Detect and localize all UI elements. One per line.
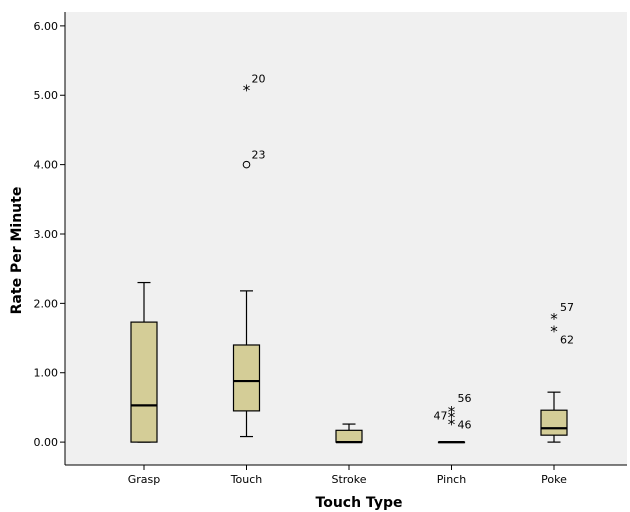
box-body — [540, 409, 568, 436]
box-grasp — [130, 281, 158, 443]
x-axis-title: Touch Type — [316, 495, 403, 511]
outlier-label: 20 — [252, 72, 266, 85]
outlier-star: * — [448, 416, 456, 434]
outlier-star: * — [448, 409, 456, 427]
y-tick-label: 2.00 — [34, 297, 59, 310]
box-body — [335, 429, 363, 443]
y-tick-label: 6.00 — [34, 20, 59, 33]
box-touch — [232, 290, 261, 438]
y-axis: 0.00 1.00 2.00 3.00 4.00 5.00 6.00 — [34, 12, 66, 465]
x-tick-label: Touch — [230, 473, 263, 486]
y-tick-label: 0.00 — [34, 436, 59, 449]
x-tick-label: Poke — [541, 473, 567, 486]
y-axis-title: Rate Per Minute — [9, 187, 25, 315]
outlier-star: * — [448, 403, 456, 421]
boxes — [130, 281, 568, 444]
x-axis: Grasp Touch Stroke Pinch Poke — [65, 464, 627, 486]
box-body — [130, 321, 158, 443]
y-tick-label: 1.00 — [34, 367, 59, 380]
outlier-label: 62 — [560, 334, 574, 347]
box-poke — [540, 391, 568, 443]
box-body — [232, 344, 261, 412]
y-tick-label: 4.00 — [34, 159, 59, 172]
y-tick-label: 5.00 — [34, 89, 59, 102]
box-pinch — [437, 441, 466, 444]
x-tick-label: Grasp — [128, 473, 161, 486]
outlier-label: 47 — [434, 410, 448, 423]
box-stroke — [335, 423, 363, 444]
outlier-star: * — [550, 310, 558, 328]
plot-area — [65, 12, 627, 465]
outlier-label: 57 — [560, 301, 574, 314]
y-tick-label: 3.00 — [34, 228, 59, 241]
outlier-star: * — [243, 81, 251, 99]
outlier-circle — [242, 160, 251, 169]
outlier-label: 23 — [252, 149, 266, 162]
outlier-label: 46 — [458, 419, 472, 432]
outlier-star: * — [550, 323, 558, 341]
x-tick-label: Pinch — [437, 473, 466, 486]
x-tick-label: Stroke — [331, 473, 366, 486]
outlier-label: 56 — [458, 392, 472, 405]
